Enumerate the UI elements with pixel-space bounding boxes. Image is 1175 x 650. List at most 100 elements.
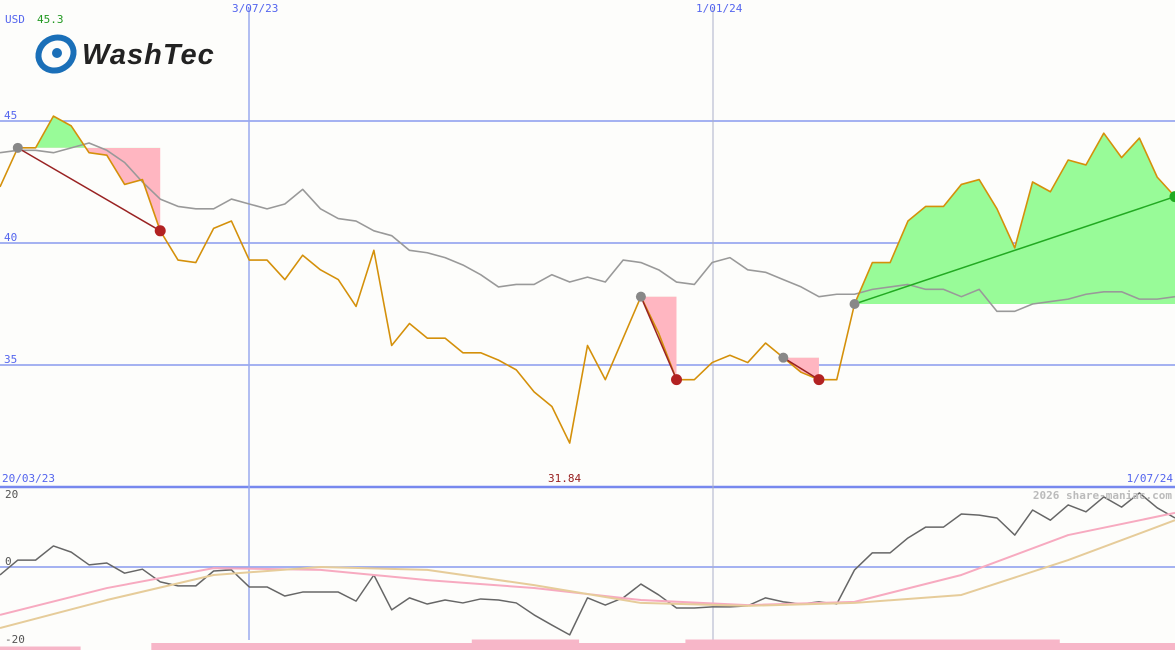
exit-marker <box>1169 191 1175 203</box>
osc_slow-line <box>0 519 1175 629</box>
volume-bar <box>62 646 81 650</box>
volume-bar <box>756 639 775 650</box>
xtick-label: 3/07/23 <box>232 2 279 15</box>
volume-bar <box>738 639 758 650</box>
volume-bar <box>471 639 491 650</box>
volume-bar <box>489 639 508 650</box>
volume-bar <box>418 643 437 650</box>
trade-line <box>640 296 678 380</box>
oscillator-line <box>0 492 1175 636</box>
trade-line <box>854 195 1175 305</box>
volume-bar <box>453 643 473 650</box>
moving-average-line <box>0 142 1175 313</box>
volume-bar <box>721 639 740 650</box>
volume-bar <box>507 639 526 650</box>
last-price: 45.3 <box>37 13 64 26</box>
volume-bar <box>44 646 63 650</box>
trade-line <box>782 357 820 381</box>
washtec-logo: WashTec <box>35 34 215 74</box>
volume-bar <box>240 643 259 650</box>
volume-bar <box>970 639 989 650</box>
volume-bar <box>169 643 188 650</box>
exit-marker <box>813 374 825 386</box>
volume-bar <box>329 643 348 650</box>
volume-bar <box>1094 643 1114 650</box>
volume-bar <box>1077 643 1096 650</box>
grid <box>0 8 1175 640</box>
volume-bar <box>26 646 46 650</box>
volume-bar <box>632 643 651 650</box>
volume-bar <box>0 646 10 650</box>
volume-bar <box>863 639 882 650</box>
series-lines <box>0 115 1175 636</box>
volume-bar <box>364 643 384 650</box>
volume-bar <box>204 643 224 650</box>
volume-bar <box>311 643 330 650</box>
currency-label: USD <box>5 13 25 26</box>
trade-line <box>17 147 161 232</box>
exit-marker <box>154 225 166 237</box>
volume-bar <box>1023 639 1042 650</box>
volume-bar <box>222 643 241 650</box>
volume-bar <box>596 643 615 650</box>
volume-bar <box>293 643 313 650</box>
volume-bar <box>1112 643 1131 650</box>
logo-text: WashTec <box>82 39 215 71</box>
low-price-label: 31.84 <box>548 472 582 485</box>
volume-bar <box>1130 643 1149 650</box>
watermark: 2026 share-maniac.com <box>1032 489 1172 502</box>
osc-ytick-label: 20 <box>5 488 19 501</box>
volume-bar <box>560 639 580 650</box>
volume-bar <box>1166 643 1175 650</box>
volume-bar <box>525 639 544 650</box>
volume-bar <box>400 643 419 650</box>
volume-bar <box>774 639 793 650</box>
volume-bar <box>881 639 900 650</box>
entry-marker <box>12 142 23 153</box>
volume-bar <box>845 639 864 650</box>
loss-fill-area <box>17 147 161 231</box>
range-start-label: 20/03/23 <box>2 472 55 485</box>
volume-bar <box>1005 639 1025 650</box>
volume-bar <box>685 639 704 650</box>
ytick-label: 35 <box>4 353 18 366</box>
volume-bar <box>382 643 402 650</box>
ytick-label: 40 <box>4 231 18 244</box>
range-end-label: 1/07/24 <box>1126 472 1173 485</box>
volume-bar <box>827 639 847 650</box>
entry-marker <box>778 352 789 363</box>
volume-bar <box>186 643 206 650</box>
volume-bar <box>8 646 28 650</box>
volume-bar <box>542 639 562 650</box>
gain-fill-area <box>17 116 161 148</box>
ytick-label: 45 <box>4 109 18 122</box>
price-line <box>0 115 1175 444</box>
volume-bar <box>916 639 936 650</box>
volume-bar <box>934 639 953 650</box>
volume-bar <box>899 639 918 650</box>
volume-bar <box>667 643 686 650</box>
entry-marker <box>635 291 646 302</box>
volume-bar <box>436 643 455 650</box>
volume-bar <box>1041 639 1060 650</box>
volume-bar <box>1148 643 1167 650</box>
entry-marker <box>849 299 860 309</box>
volume-bar <box>347 643 366 650</box>
loss-fill-area <box>640 296 677 380</box>
volume-bar <box>792 639 811 650</box>
volume-bar <box>1059 643 1078 650</box>
volume-bar <box>151 643 170 650</box>
gain-fill-area <box>854 133 1175 304</box>
volume-bar <box>649 643 669 650</box>
osc-ytick-label: 0 <box>5 555 12 568</box>
volume-bar <box>810 639 829 650</box>
logo-mark-icon <box>35 34 77 74</box>
osc_fast-line <box>0 511 1175 616</box>
volume-bars <box>0 639 1175 650</box>
xtick-label: 1/01/24 <box>696 2 743 15</box>
volume-bar <box>614 643 633 650</box>
volume-bar <box>988 639 1007 650</box>
osc-ytick-label: -20 <box>5 633 25 646</box>
